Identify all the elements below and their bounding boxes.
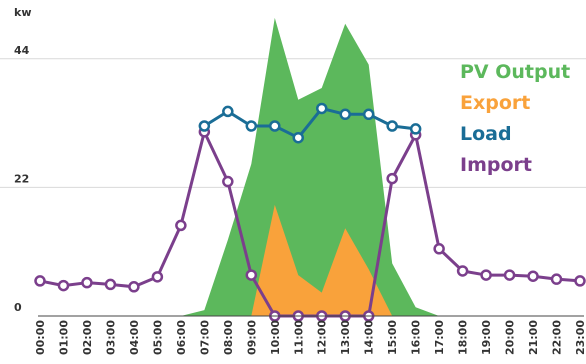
x-tick-label: 10:00 (269, 320, 282, 355)
point-load-1400 (362, 108, 375, 121)
x-tick-label: 07:00 (198, 320, 211, 355)
x-tick-label: 12:00 (316, 320, 329, 355)
point-import-0400 (128, 281, 140, 293)
x-tick-label: 09:00 (245, 320, 258, 355)
x-tick-label: 21:00 (527, 320, 540, 355)
point-load-1100 (292, 131, 305, 144)
x-tick-label: 04:00 (128, 320, 141, 355)
point-load-0700 (198, 120, 211, 132)
area-pv-output (40, 17, 580, 316)
point-import-1700 (433, 243, 445, 255)
y-axis-ticks: 0 22 44 (14, 44, 30, 314)
point-load-1600 (409, 123, 422, 135)
x-tick-label: 17:00 (433, 320, 446, 355)
y-tick-label: 0 (14, 301, 22, 314)
x-tick-label: 03:00 (104, 320, 117, 355)
point-load-1000 (269, 120, 281, 132)
y-tick-label: 44 (14, 44, 30, 57)
x-tick-label: 14:00 (363, 320, 376, 355)
x-tick-label: 20:00 (504, 320, 517, 355)
point-load-1200 (315, 102, 328, 115)
x-tick-label: 23:00 (574, 320, 586, 355)
point-import-0300 (104, 278, 117, 291)
legend-label-pv-output: PV Output (460, 61, 570, 83)
x-tick-label: 19:00 (480, 320, 493, 355)
line-load (203, 106, 416, 140)
x-tick-label: 13:00 (339, 320, 352, 355)
point-load-1500 (386, 120, 398, 132)
x-tick-label: 16:00 (410, 320, 423, 355)
x-tick-label: 22:00 (551, 320, 564, 355)
point-import-0100 (57, 279, 70, 292)
axes: kw (14, 6, 584, 317)
point-import-0500 (151, 271, 164, 283)
x-axis-ticks: 00:00 01:00 02:00 03:00 04:00 05:00 06:00 07:00… (34, 320, 586, 355)
point-import-1800 (456, 265, 469, 277)
x-tick-label: 01:00 (57, 320, 70, 355)
area-series (40, 17, 580, 316)
point-load-0900 (245, 120, 258, 132)
point-import-2100 (527, 270, 539, 282)
point-import-0600 (175, 219, 187, 232)
x-tick-label: 18:00 (457, 320, 470, 355)
point-import-1900 (480, 269, 492, 281)
point-import-1500 (386, 172, 398, 185)
y-tick-label: 22 (14, 172, 29, 185)
point-load-1300 (339, 108, 351, 121)
point-load-0800 (222, 105, 234, 118)
point-import-0900 (245, 269, 258, 281)
point-import-0000 (34, 275, 46, 287)
legend-label-load: Load (460, 123, 512, 145)
point-import-2000 (503, 269, 516, 281)
legend-label-export: Export (460, 92, 530, 114)
x-tick-label: 00:00 (34, 320, 47, 355)
point-import-2200 (550, 273, 563, 285)
legend-label-import: Import (460, 154, 532, 176)
y-axis-unit-label: kw (14, 6, 31, 19)
x-tick-label: 15:00 (386, 320, 399, 355)
x-tick-label: 06:00 (175, 320, 188, 355)
x-tick-label: 05:00 (151, 320, 164, 355)
point-import-2300 (574, 275, 586, 287)
x-tick-label: 08:00 (222, 320, 235, 355)
point-import-0200 (81, 276, 93, 289)
x-tick-label: 11:00 (292, 320, 305, 355)
x-tick-label: 02:00 (81, 320, 94, 355)
legend: PV Output Export Load Import (460, 61, 570, 176)
area-export (40, 204, 580, 316)
point-import-0800 (222, 175, 234, 188)
